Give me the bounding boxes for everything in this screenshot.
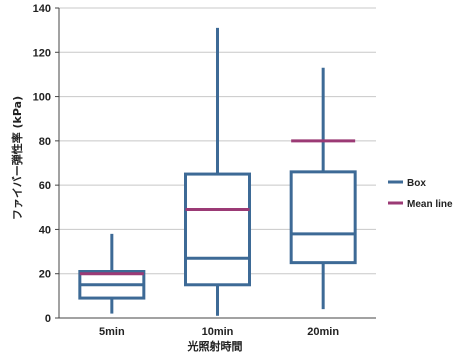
y-axis-title: ファイバー弾性率 (kPa) — [10, 96, 24, 220]
y-tick-label-20: 20 — [39, 269, 51, 281]
mean-line-series — [79, 139, 356, 276]
legend-label-box: Box — [407, 178, 426, 189]
x-tick-label-20min: 20min — [307, 326, 339, 338]
y-tick-label-40: 40 — [39, 224, 51, 236]
y-tick-label-140: 140 — [33, 3, 51, 15]
box-20min — [289, 67, 357, 310]
y-tick-label-100: 100 — [33, 92, 51, 104]
axes — [58, 8, 376, 319]
legend-label-mean-line: Mean line — [407, 199, 453, 210]
box-iqr — [184, 172, 251, 287]
box-series — [78, 27, 357, 316]
y-tick-label-120: 120 — [33, 47, 51, 59]
x-tick-labels: 5min 10min 20min — [99, 326, 339, 338]
y-tick-label-80: 80 — [39, 136, 51, 148]
y-tick-labels: 0 20 40 60 80 100 120 140 — [33, 3, 59, 325]
box-5min — [78, 233, 146, 314]
legend: Box Mean line — [388, 178, 453, 210]
x-axis-title: 光照射時間 — [187, 339, 243, 353]
y-tick-label-60: 60 — [39, 180, 51, 192]
y-tick-label-0: 0 — [45, 313, 51, 325]
box-iqr — [289, 170, 357, 265]
box-10min — [184, 27, 251, 316]
x-tick-label-10min: 10min — [202, 326, 234, 338]
x-tick-label-5min: 5min — [99, 326, 125, 338]
